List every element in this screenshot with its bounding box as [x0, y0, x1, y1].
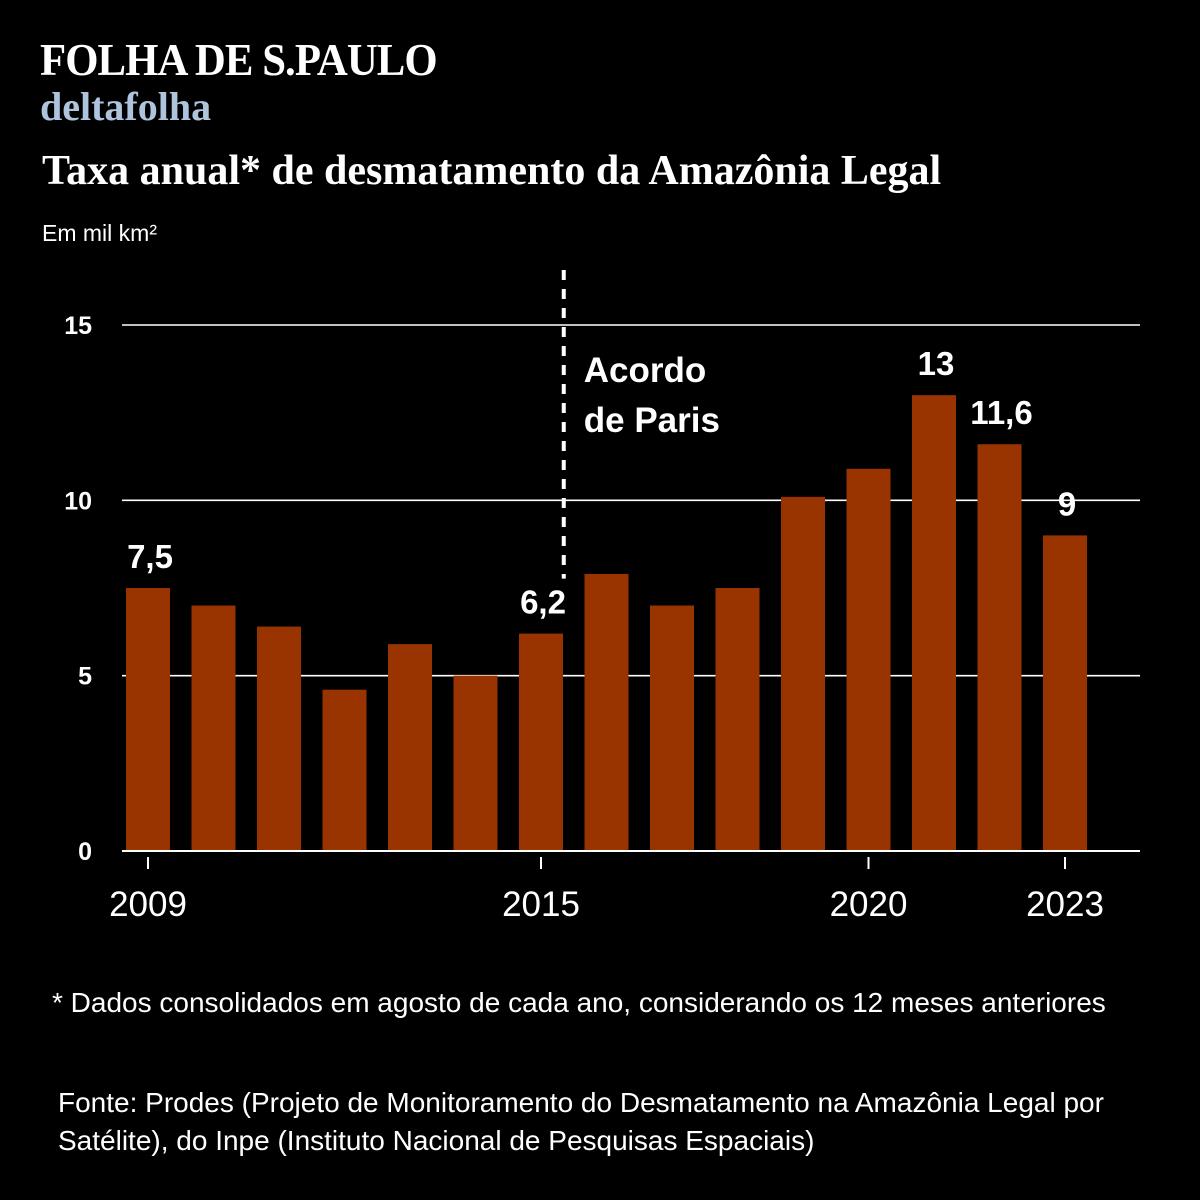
- bar: [584, 573, 629, 851]
- data-label: 6,2: [520, 584, 566, 621]
- source-note: Fonte: Prodes (Projeto de Monitoramento …: [58, 1087, 1104, 1156]
- bar: [846, 468, 891, 851]
- y-tick-label: 10: [64, 487, 92, 515]
- bar: [1043, 535, 1087, 851]
- unit-label: Em mil km²: [42, 220, 157, 246]
- x-tick-label: 2023: [1026, 885, 1104, 924]
- x-tick-label: 2020: [830, 885, 908, 924]
- annotation-label: de Paris: [584, 401, 720, 440]
- y-tick-label: 15: [64, 312, 92, 340]
- bar: [519, 633, 563, 851]
- data-label: 7,5: [127, 538, 173, 575]
- y-tick-label: 0: [78, 838, 92, 866]
- chart-title: Taxa anual* de desmatamento da Amazônia …: [42, 148, 942, 194]
- bar: [912, 395, 956, 851]
- data-label: 9: [1058, 485, 1076, 522]
- bar: [191, 605, 236, 851]
- y-tick-label: 5: [78, 663, 92, 691]
- brand-logo: FOLHA DE S.PAULO: [40, 34, 438, 85]
- annotation-label: Acordo: [584, 351, 707, 390]
- section-name: deltafolha: [40, 84, 212, 129]
- bar: [257, 626, 301, 851]
- bar: [977, 444, 1022, 851]
- x-tick-label: 2015: [502, 885, 580, 924]
- bar: [322, 689, 367, 851]
- footnote: * Dados consolidados em agosto de cada a…: [52, 987, 1106, 1018]
- bar: [388, 644, 432, 851]
- bar-chart: 0 5 10 15 2009 2015 2020 2023 7,5 6,2 13 11,6 9 Acord…: [64, 270, 1140, 924]
- bar: [781, 496, 825, 851]
- x-tick-label: 2009: [109, 885, 187, 924]
- bar: [126, 588, 170, 851]
- data-label: 11,6: [970, 394, 1032, 431]
- data-label: 13: [918, 345, 955, 382]
- bar: [715, 588, 760, 851]
- bar: [650, 605, 694, 851]
- bar: [453, 675, 498, 851]
